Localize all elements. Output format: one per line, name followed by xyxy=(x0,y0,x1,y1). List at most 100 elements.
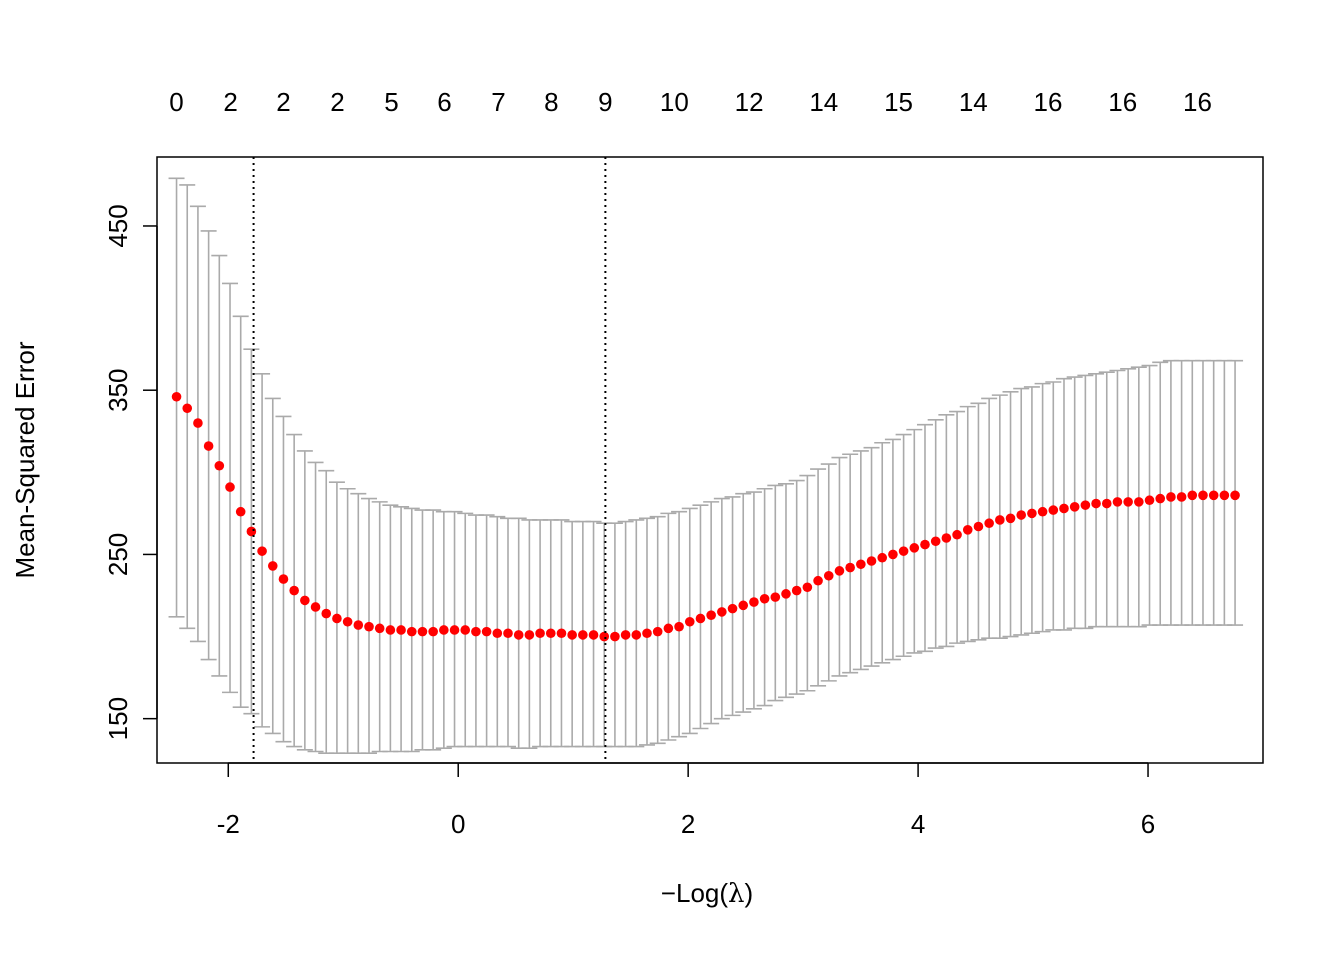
data-point xyxy=(1134,497,1144,507)
data-point xyxy=(406,626,417,637)
data-point xyxy=(524,630,535,640)
top-count-label: 9 xyxy=(598,87,612,117)
errorbar xyxy=(949,410,966,644)
data-point xyxy=(631,630,642,640)
x-label-minus: − xyxy=(661,878,676,908)
top-count-label: 5 xyxy=(384,87,398,117)
data-point xyxy=(257,546,267,556)
data-point xyxy=(877,552,888,563)
data-point xyxy=(417,626,428,637)
data-point xyxy=(599,631,610,642)
y-tick-label: 150 xyxy=(103,697,133,740)
data-point xyxy=(171,391,182,402)
data-point xyxy=(995,515,1005,525)
data-point xyxy=(770,592,781,602)
y-tick-label: 350 xyxy=(103,369,133,412)
errorbar xyxy=(1130,366,1147,628)
data-point xyxy=(813,575,823,586)
data-point xyxy=(674,621,684,632)
top-count-label: 16 xyxy=(1108,87,1137,117)
data-point xyxy=(1198,490,1208,501)
vlines-group xyxy=(252,157,607,763)
data-point xyxy=(332,613,342,624)
errorbar xyxy=(970,402,987,641)
x-label-close: ) xyxy=(745,878,754,908)
data-point xyxy=(706,610,716,620)
top-count-label: 10 xyxy=(660,87,689,117)
data-point xyxy=(652,626,663,637)
errorbar xyxy=(884,438,901,661)
data-point xyxy=(503,628,513,639)
data-point xyxy=(738,600,749,611)
data-point xyxy=(1080,500,1091,510)
data-point xyxy=(962,524,973,535)
errorbar xyxy=(895,433,912,658)
top-count-label: 2 xyxy=(276,87,290,117)
x-tick-label: 4 xyxy=(911,809,925,839)
data-point xyxy=(567,630,577,640)
data-point xyxy=(727,603,738,614)
errorbars-group xyxy=(168,177,1244,754)
errorbar xyxy=(959,405,976,643)
data-point xyxy=(1091,498,1101,509)
x-tick-label: 6 xyxy=(1141,809,1155,839)
data-point xyxy=(749,597,759,607)
x-tick-label: 2 xyxy=(681,809,695,839)
data-point xyxy=(1219,490,1230,501)
data-point xyxy=(856,559,866,570)
errorbar xyxy=(874,441,891,664)
data-point xyxy=(823,570,834,581)
data-point xyxy=(642,628,652,639)
y-tick-label: 450 xyxy=(103,204,133,247)
data-point xyxy=(535,628,545,639)
data-point xyxy=(578,630,588,640)
data-point xyxy=(866,556,877,566)
top-count-label: 16 xyxy=(1034,87,1063,117)
errorbar xyxy=(1141,364,1158,626)
data-point xyxy=(396,625,406,635)
data-point xyxy=(428,626,438,637)
data-point xyxy=(182,403,193,414)
data-point xyxy=(1166,492,1176,502)
data-point xyxy=(791,585,802,596)
top-count-label: 2 xyxy=(223,87,237,117)
data-point xyxy=(802,582,813,593)
data-point xyxy=(620,630,631,640)
data-point xyxy=(834,566,845,576)
data-point xyxy=(984,518,994,529)
data-point xyxy=(684,616,695,627)
data-point xyxy=(909,543,920,553)
errorbar xyxy=(906,428,923,654)
data-point xyxy=(663,623,674,634)
data-point xyxy=(193,418,203,428)
x-label-open: ( xyxy=(719,878,728,908)
data-point xyxy=(1144,495,1155,506)
top-count-label: 12 xyxy=(735,87,764,117)
data-point xyxy=(449,625,460,635)
data-point xyxy=(1101,498,1112,509)
data-point xyxy=(1112,497,1123,507)
data-point xyxy=(1048,505,1059,515)
data-point xyxy=(898,546,909,556)
data-point xyxy=(1208,490,1219,501)
data-point xyxy=(930,536,941,547)
data-point xyxy=(1176,492,1187,502)
top-count-label: 2 xyxy=(330,87,344,117)
errorbar xyxy=(981,397,998,639)
data-point xyxy=(759,593,770,604)
x-tick-label: -2 xyxy=(217,809,240,839)
data-point xyxy=(1123,497,1133,507)
data-point xyxy=(888,549,898,560)
top-count-label: 14 xyxy=(809,87,838,117)
errorbar xyxy=(938,414,955,648)
plot-frame xyxy=(156,156,1264,764)
data-point xyxy=(492,628,503,639)
data-point xyxy=(1005,513,1016,524)
data-point xyxy=(225,482,235,492)
data-point xyxy=(246,526,257,537)
data-point xyxy=(845,562,855,573)
data-point xyxy=(920,539,930,550)
data-point xyxy=(278,574,289,584)
data-point xyxy=(439,625,449,635)
y-axis: 150 250 350 450 xyxy=(103,204,158,740)
